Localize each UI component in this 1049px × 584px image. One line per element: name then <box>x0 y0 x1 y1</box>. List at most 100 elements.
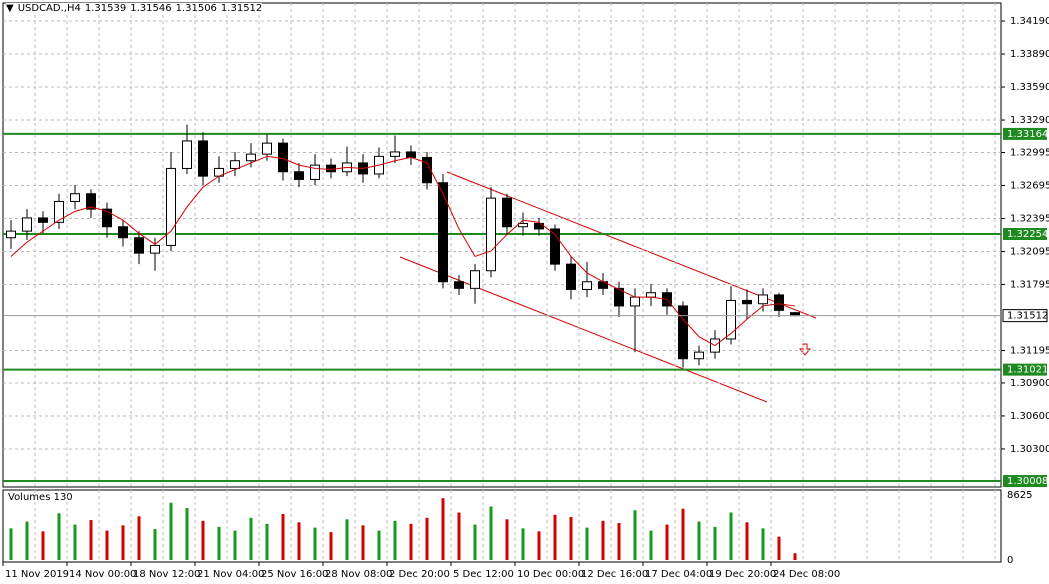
candle-body <box>614 287 624 307</box>
volume-bar <box>553 514 557 560</box>
volume-bar <box>697 521 701 560</box>
volume-bar <box>89 520 93 560</box>
candle-body <box>758 294 768 305</box>
candle-body <box>198 140 208 177</box>
candle-body <box>54 200 64 223</box>
volume-bar <box>281 514 285 560</box>
volume-bar <box>505 519 509 560</box>
volume-pane <box>2 489 1002 563</box>
y-tick-label: 1.30900 <box>1010 378 1049 389</box>
y-tick-label: 1.32095 <box>1010 246 1049 257</box>
volume-bar <box>537 531 541 560</box>
volume-bar <box>25 521 29 560</box>
volume-bar <box>585 527 589 560</box>
candle-body <box>502 197 512 228</box>
candle-body <box>278 142 288 173</box>
volume-bar <box>665 524 669 560</box>
candle-body <box>150 244 160 254</box>
volume-bar <box>361 525 365 560</box>
volume-tick-label: 8625 <box>1007 490 1032 501</box>
candle-body <box>550 228 560 265</box>
candle-body <box>646 292 656 298</box>
x-tick-label: 12 Dec 16:00 <box>581 569 648 580</box>
volume-bar <box>233 530 237 560</box>
current-price-label: 1.31512 <box>1007 311 1048 322</box>
volume-bar <box>601 520 605 560</box>
candle-body <box>262 142 272 155</box>
moving-average <box>10 155 796 347</box>
candle-body <box>86 193 96 210</box>
volume-bar <box>9 528 13 560</box>
x-tick-label: 14 Nov 00:00 <box>69 569 136 580</box>
x-tick-label: 10 Dec 00:00 <box>517 569 584 580</box>
candle-body <box>518 222 528 228</box>
candle-body <box>246 153 256 162</box>
x-tick-label: 11 Nov 2019 <box>5 569 69 580</box>
y-tick-label: 1.31195 <box>1010 345 1049 356</box>
candle-body <box>326 164 336 173</box>
volume-bar <box>761 528 765 560</box>
candle-body <box>774 294 784 311</box>
candle-body <box>118 226 128 239</box>
candle-body <box>694 351 704 360</box>
y-tick-label: 1.32695 <box>1010 180 1049 191</box>
level-label-bg <box>1003 363 1047 376</box>
chart-header: ▼ USDCAD.,H4 1.31539 1.31546 1.31506 1.3… <box>6 3 263 14</box>
volume-bar <box>153 529 157 560</box>
volume-bar <box>713 526 717 560</box>
y-tick-label: 1.30600 <box>1010 411 1049 422</box>
symbol: USDCAD.,H4 <box>17 3 81 14</box>
low-price: 1.31506 <box>175 3 217 14</box>
volume-bar <box>745 522 749 560</box>
volume-bar <box>409 523 413 560</box>
candle-body <box>454 281 464 289</box>
high-price: 1.31546 <box>130 3 172 14</box>
y-tick-label: 1.33890 <box>1010 49 1049 60</box>
volume-bar <box>777 536 781 560</box>
volume-bar <box>729 512 733 560</box>
volume-bar <box>681 508 685 560</box>
channel-lower <box>399 256 768 403</box>
candle-body <box>6 230 16 239</box>
y-tick-label: 1.32995 <box>1010 147 1049 158</box>
volume-bar <box>473 524 477 560</box>
y-tick-label: 1.31795 <box>1010 279 1049 290</box>
candle-body <box>438 182 448 283</box>
volume-bar <box>297 522 301 560</box>
y-tick-label: 1.33290 <box>1010 115 1049 126</box>
channel-upper <box>446 171 817 319</box>
volume-bar <box>41 531 45 560</box>
candle-body <box>678 305 688 360</box>
level-label: 1.30008 <box>1007 476 1048 487</box>
x-tick-label: 17 Dec 04:00 <box>645 569 712 580</box>
y-tick-label: 1.32395 <box>1010 213 1049 224</box>
candle-body <box>38 217 48 223</box>
sell-arrow <box>798 343 812 356</box>
x-tick-label: 2 Dec 20:00 <box>389 569 450 580</box>
volume-bar <box>521 528 525 560</box>
volume-bar <box>265 523 269 560</box>
volume-tick-label: 0 <box>1007 555 1013 566</box>
candle-body <box>630 296 640 307</box>
candle-body <box>470 270 480 289</box>
current-price-bg <box>1002 309 1048 323</box>
volume-bar <box>201 520 205 560</box>
y-tick-label: 1.30300 <box>1010 444 1049 455</box>
volume-title: Volumes 130 <box>8 492 73 503</box>
y-tick-label: 1.34190 <box>1010 16 1049 27</box>
volume-bar <box>441 498 445 560</box>
level-label-bg <box>1003 228 1047 240</box>
candle-body <box>422 156 432 184</box>
y-tick-label: 1.33590 <box>1010 82 1049 93</box>
volume-bar <box>313 527 317 560</box>
x-tick-label: 19 Dec 20:00 <box>709 569 776 580</box>
level-label: 1.31021 <box>1007 365 1048 376</box>
level-label-bg <box>1003 475 1047 488</box>
volume-bar <box>73 524 77 560</box>
volume-bar <box>57 513 61 560</box>
candle-body <box>70 193 80 202</box>
volume-bar <box>457 512 461 560</box>
volume-bar <box>105 530 109 560</box>
level-label-bg <box>1003 127 1047 140</box>
x-tick-label: 5 Dec 12:00 <box>453 569 514 580</box>
